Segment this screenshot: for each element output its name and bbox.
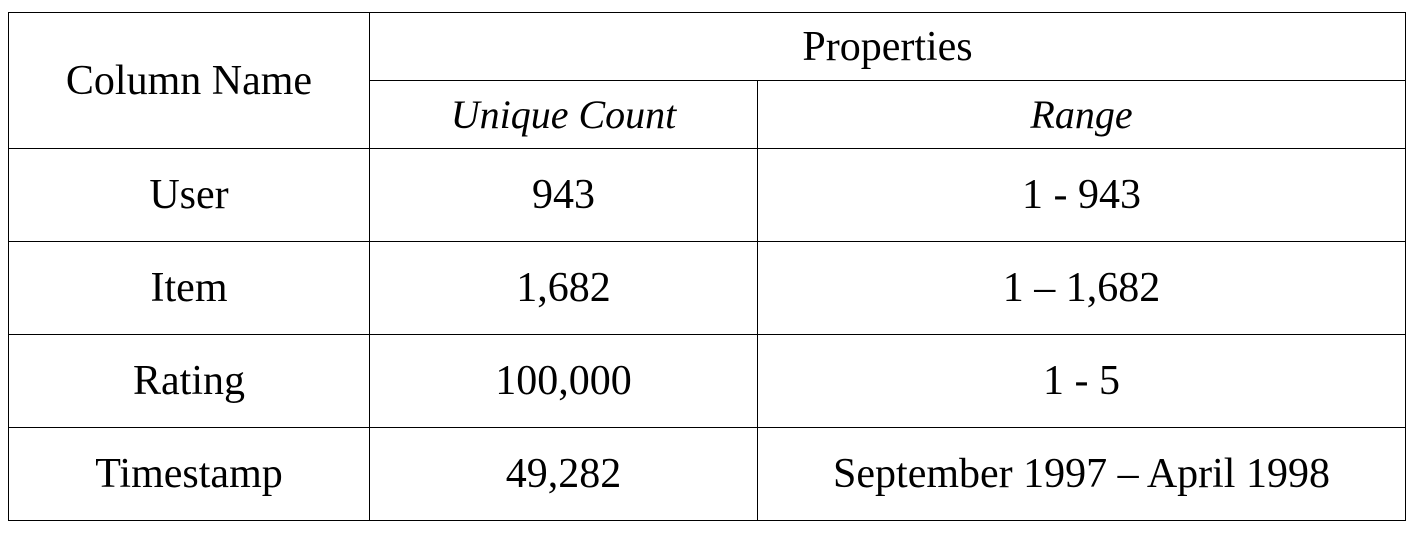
- range-cell: 1 - 943: [756, 148, 1407, 242]
- unique-count-cell: 943: [369, 148, 758, 242]
- unique-count-cell: 100,000: [369, 334, 758, 428]
- column-name-cell: Item: [8, 241, 370, 335]
- table-row: Item 1,682 1 – 1,682: [8, 241, 1407, 335]
- unique-count-cell: 49,282: [369, 427, 758, 521]
- column-name-cell: User: [8, 148, 370, 242]
- table-row: User 943 1 - 943: [8, 148, 1407, 242]
- range-cell: 1 – 1,682: [756, 241, 1407, 335]
- column-name-cell: Timestamp: [8, 427, 370, 521]
- column-name-header: Column Name: [8, 12, 370, 149]
- table-row: Rating 100,000 1 - 5: [8, 334, 1407, 428]
- range-cell: 1 - 5: [756, 334, 1407, 428]
- column-name-cell: Rating: [8, 334, 370, 428]
- table-row: Timestamp 49,282 September 1997 – April …: [8, 427, 1407, 521]
- range-cell: September 1997 – April 1998: [756, 427, 1407, 521]
- properties-header: Properties: [368, 12, 1407, 81]
- unique-count-cell: 1,682: [369, 241, 758, 335]
- unique-count-header: Unique Count: [369, 80, 758, 149]
- range-header: Range: [756, 80, 1407, 149]
- properties-table: Column Name Properties Unique Count Rang…: [8, 12, 1407, 521]
- header-row-top: Column Name Properties: [8, 12, 1407, 149]
- header-row-sub: Unique Count Range: [9, 80, 1407, 149]
